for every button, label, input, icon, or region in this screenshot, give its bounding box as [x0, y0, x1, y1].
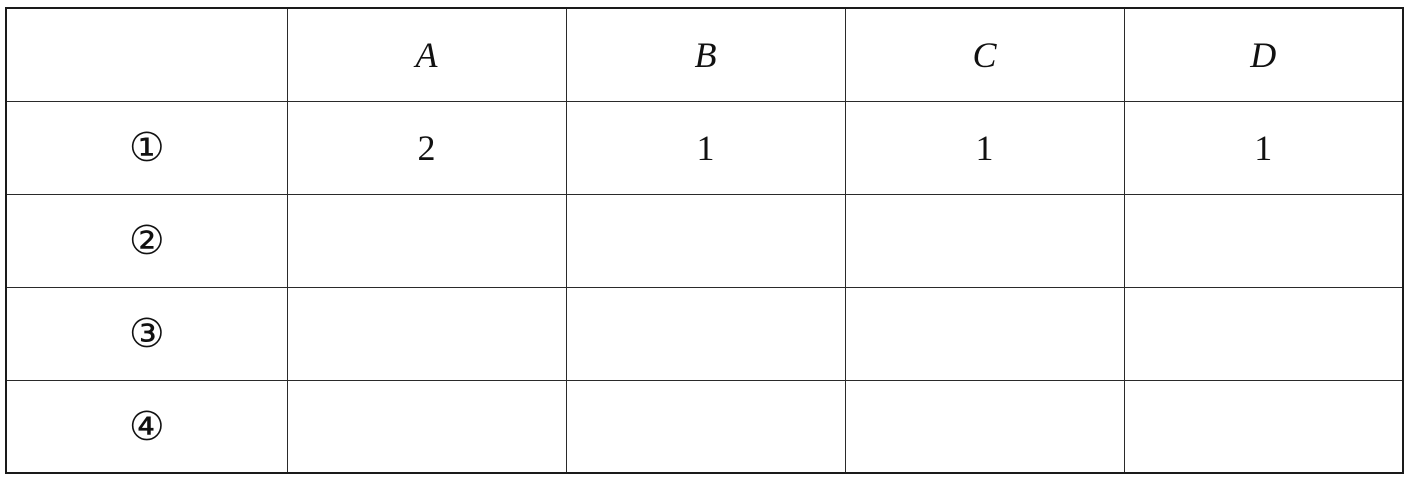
row-label: ② [5, 193, 288, 288]
table-cell: 1 [565, 100, 846, 195]
table-cell: 2 [286, 100, 567, 195]
table-cell [565, 286, 846, 381]
table-cell: 1 [844, 100, 1125, 195]
table-cell [286, 193, 567, 288]
table-row: ② [5, 193, 1404, 288]
table-cell [1123, 193, 1404, 288]
header-row: A B C D [5, 7, 1404, 102]
column-header-c: C [844, 7, 1125, 102]
table-cell [565, 193, 846, 288]
column-header-b: B [565, 7, 846, 102]
table-cell [1123, 379, 1404, 474]
column-header-d: D [1123, 7, 1404, 102]
table-cell [1123, 286, 1404, 381]
table-cell [565, 379, 846, 474]
table-row: ③ [5, 286, 1404, 381]
table-cell [286, 379, 567, 474]
row-label: ④ [5, 379, 288, 474]
table-row: ④ [5, 379, 1404, 474]
table-cell [844, 286, 1125, 381]
data-table: A B C D ① 2 1 1 1 ② ③ ④ [5, 7, 1404, 474]
corner-cell [5, 7, 288, 102]
table-cell: 1 [1123, 100, 1404, 195]
row-label: ③ [5, 286, 288, 381]
table-cell [844, 193, 1125, 288]
table-row: ① 2 1 1 1 [5, 100, 1404, 195]
table-cell [844, 379, 1125, 474]
column-header-a: A [286, 7, 567, 102]
table-cell [286, 286, 567, 381]
row-label: ① [5, 100, 288, 195]
